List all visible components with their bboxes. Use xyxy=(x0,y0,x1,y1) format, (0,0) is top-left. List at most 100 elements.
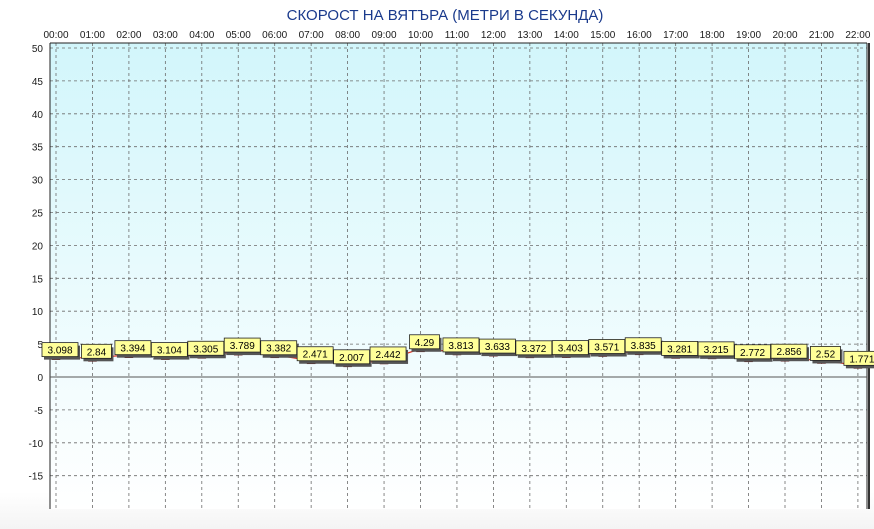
data-label: 2.471 xyxy=(296,346,336,364)
data-label-box xyxy=(478,338,516,354)
data-label: 2.772 xyxy=(734,344,773,362)
data-label: 3.215 xyxy=(697,341,737,359)
data-label-box xyxy=(624,337,662,353)
data-label-box xyxy=(41,342,79,358)
data-label: 3.571 xyxy=(588,339,627,357)
x-tick-label: 08:00 xyxy=(335,30,360,41)
plot-right-shadow xyxy=(868,43,870,509)
data-label: 2.52 xyxy=(810,346,843,364)
data-label-text: 3.215 xyxy=(704,345,729,356)
data-label-text: 3.098 xyxy=(47,346,72,357)
data-label: 3.098 xyxy=(41,342,80,360)
data-label-box xyxy=(409,334,440,350)
data-label-text: 3.281 xyxy=(667,344,692,355)
data-label-box xyxy=(187,340,225,356)
data-label-box xyxy=(515,340,553,356)
data-label-box xyxy=(697,341,735,357)
x-tick-label: 22:00 xyxy=(845,30,870,41)
data-label-box xyxy=(296,346,334,362)
data-label-text: 3.813 xyxy=(448,341,473,352)
x-axis-ticks: 00:00 01:00 02:00 03:00 04:00 05:00 06:00 07:00… xyxy=(43,30,870,41)
data-label-box xyxy=(770,343,808,359)
x-tick-label: 07:00 xyxy=(299,30,324,41)
data-label-box xyxy=(551,340,589,356)
data-label-box xyxy=(81,343,112,359)
data-label-text: 3.394 xyxy=(120,344,145,355)
x-tick-label: 11:00 xyxy=(445,30,470,41)
data-label: 3.789 xyxy=(223,337,263,356)
data-label-text: 3.789 xyxy=(230,341,255,352)
axes xyxy=(49,42,870,509)
x-tick-label: 00:00 xyxy=(43,30,68,41)
x-tick-label: 17:00 xyxy=(663,30,688,41)
x-tick-label: 14:00 xyxy=(554,30,579,41)
data-label: 3.813 xyxy=(442,337,481,355)
x-tick-label: 15:00 xyxy=(590,30,615,41)
data-label-box xyxy=(810,346,841,361)
y-tick-label: -10 xyxy=(29,439,44,450)
y-tick-label: 20 xyxy=(32,241,44,252)
data-label-box xyxy=(150,342,188,357)
data-label: 2.84 xyxy=(81,343,114,362)
data-label: 3.835 xyxy=(624,337,664,355)
x-tick-label: 20:00 xyxy=(772,30,797,41)
data-label-box xyxy=(843,350,874,366)
data-label: 3.281 xyxy=(661,341,700,359)
y-tick-label: 30 xyxy=(32,176,44,187)
y-tick-label: 50 xyxy=(32,44,44,55)
x-tick-label: 01:00 xyxy=(80,30,105,41)
data-label-text: 3.104 xyxy=(157,346,182,357)
y-tick-label: 40 xyxy=(32,110,44,121)
data-label-text: 2.52 xyxy=(816,349,836,360)
y-tick-label: 35 xyxy=(32,143,44,154)
y-tick-label: 25 xyxy=(32,209,44,220)
x-tick-label: 09:00 xyxy=(372,30,397,41)
y-tick-label: 5 xyxy=(37,340,43,351)
y-tick-label: 45 xyxy=(32,77,44,88)
data-label-box xyxy=(442,337,480,353)
data-label-text: 3.305 xyxy=(193,344,218,355)
y-tick-label: 0 xyxy=(37,373,43,384)
x-tick-label: 02:00 xyxy=(116,30,141,41)
data-label-box xyxy=(223,337,261,353)
y-tick-label: 15 xyxy=(32,274,44,285)
chart-title: СКОРОСТ НА ВЯТЪРА (МЕТРИ В СЕКУНДА) xyxy=(287,7,604,24)
data-label-text: 2.007 xyxy=(339,353,364,364)
data-label: 3.403 xyxy=(551,340,591,358)
data-label-text: 2.471 xyxy=(303,350,328,361)
data-label-text: 3.835 xyxy=(631,341,656,352)
data-label-text: 2.84 xyxy=(87,347,107,358)
data-label: 1.771 xyxy=(843,350,874,369)
x-tick-label: 06:00 xyxy=(262,30,287,41)
data-label: 3.305 xyxy=(187,340,226,359)
y-tick-label: -15 xyxy=(29,472,44,483)
data-label-box xyxy=(661,341,699,356)
data-label-box xyxy=(333,349,371,365)
x-tick-label: 19:00 xyxy=(736,30,761,41)
x-tick-label: 21:00 xyxy=(809,30,834,41)
data-label-box xyxy=(588,339,626,354)
plot-area xyxy=(50,43,867,509)
data-label-box xyxy=(734,344,771,360)
data-label-text: 2.772 xyxy=(740,348,765,359)
data-label: 3.394 xyxy=(114,340,153,358)
data-label-text: 3.633 xyxy=(485,342,510,353)
data-label-box xyxy=(114,340,152,356)
data-labels: 3.098 2.84 3.394 3.104 3.305 3.789 3.382 2.471 2… xyxy=(41,334,874,369)
data-label: 3.104 xyxy=(150,342,190,360)
data-label-text: 1.771 xyxy=(849,354,874,365)
data-label: 2.442 xyxy=(369,346,409,364)
data-label-box xyxy=(260,340,298,356)
data-label-text: 3.382 xyxy=(266,344,291,355)
y-tick-label: -5 xyxy=(34,406,43,417)
x-tick-label: 12:00 xyxy=(481,30,506,41)
x-tick-label: 04:00 xyxy=(189,30,214,41)
data-label-text: 4.29 xyxy=(415,338,435,349)
x-tick-label: 18:00 xyxy=(700,30,725,41)
x-tick-label: 03:00 xyxy=(153,30,178,41)
x-tick-label: 05:00 xyxy=(226,30,251,41)
y-tick-label: 10 xyxy=(32,307,44,318)
